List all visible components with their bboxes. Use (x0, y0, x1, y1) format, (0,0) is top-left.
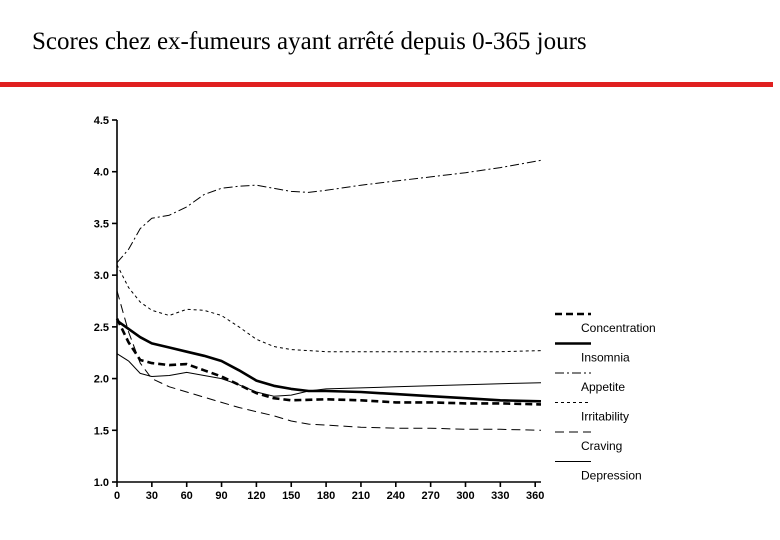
y-tick-label: 3.5 (94, 218, 109, 230)
y-tick-label: 3.0 (94, 270, 109, 282)
x-tick-label: 330 (491, 490, 509, 502)
x-tick-label: 150 (282, 490, 300, 502)
x-tick-label: 0 (114, 490, 120, 502)
y-tick-label: 1.5 (94, 425, 109, 437)
legend-label-insomnia: Insomnia (581, 351, 630, 365)
y-tick-label: 2.5 (94, 322, 109, 334)
series-line-appetite (116, 159, 542, 264)
y-tick-label: 1.0 (94, 477, 109, 489)
slide-title: Scores chez ex-fumeurs ayant arrêté depu… (32, 28, 587, 55)
x-tick-label: 300 (456, 490, 474, 502)
x-tick-label: 210 (352, 490, 370, 502)
series-line-depression (116, 353, 542, 397)
x-tick-label: 30 (146, 490, 158, 502)
series-line-irritability (116, 264, 542, 353)
x-tick-label: 60 (181, 490, 193, 502)
x-tick-label: 90 (215, 490, 227, 502)
x-tick-label: 360 (526, 490, 544, 502)
legend-label-irritability: Irritability (581, 410, 629, 424)
y-tick-label: 4.5 (94, 115, 109, 127)
y-tick-label: 4.0 (94, 167, 109, 179)
x-tick-label: 270 (421, 490, 439, 502)
x-tick-label: 180 (317, 490, 335, 502)
y-tick-label: 2.0 (94, 374, 109, 386)
series-line-insomnia (116, 319, 542, 403)
legend-label-appetite: Appetite (581, 380, 625, 394)
legend-label-craving: Craving (581, 439, 622, 453)
series-line-concentration (115, 318, 542, 406)
series-line-craving (116, 290, 542, 431)
legend-label-concentration: Concentration (581, 321, 656, 335)
title-divider (0, 82, 773, 87)
legend-label-depression: Depression (581, 469, 642, 483)
x-tick-label: 120 (247, 490, 265, 502)
x-tick-label: 240 (387, 490, 405, 502)
